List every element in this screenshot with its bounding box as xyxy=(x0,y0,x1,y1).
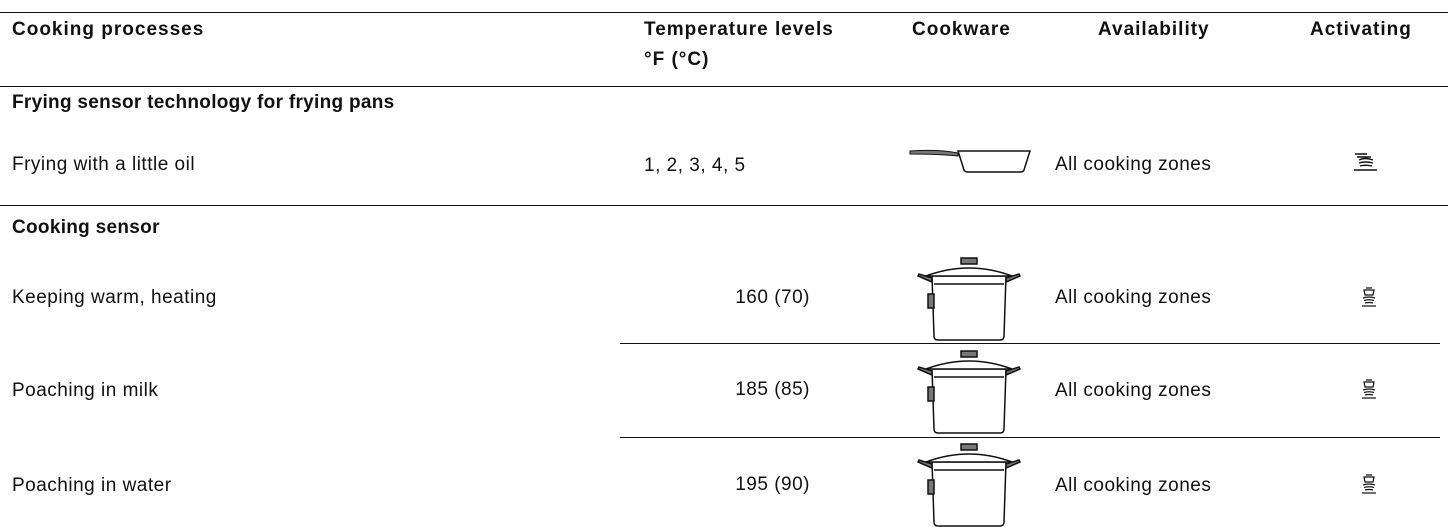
rule xyxy=(0,12,1448,13)
process: Poaching in milk xyxy=(12,380,159,401)
rule xyxy=(0,86,1448,87)
availability: All cooking zones xyxy=(1055,287,1212,308)
process: Keeping warm, heating xyxy=(12,287,217,308)
column-header: Activating xyxy=(1310,19,1412,40)
process: Frying with a little oil xyxy=(12,154,196,175)
temperature: 1, 2, 3, 4, 5 xyxy=(644,155,746,176)
cooking-sensor-icon xyxy=(1361,474,1377,494)
cooking-sensor-icon xyxy=(1361,379,1377,399)
rule xyxy=(620,343,1440,344)
pot-icon xyxy=(917,350,1021,434)
column-header: Availability xyxy=(1098,19,1210,40)
column-unit: °F (°C) xyxy=(644,49,710,70)
cooking-sensor-icon xyxy=(1361,287,1377,307)
pot-icon xyxy=(917,257,1021,341)
availability: All cooking zones xyxy=(1055,475,1212,496)
pot-icon xyxy=(917,443,1021,527)
frying-pan-icon xyxy=(909,149,1032,173)
process: Poaching in water xyxy=(12,475,172,496)
temperature: 195 (90) xyxy=(735,474,810,495)
temperature: 185 (85) xyxy=(735,379,810,400)
section-title: Frying sensor technology for frying pans xyxy=(12,92,395,113)
section-title: Cooking sensor xyxy=(12,217,160,238)
temperature: 160 (70) xyxy=(735,287,810,308)
rule xyxy=(620,437,1440,438)
rule xyxy=(0,205,1448,206)
column-header: Cooking processes xyxy=(12,19,205,40)
column-header: Cookware xyxy=(912,19,1011,40)
frying-sensor-icon xyxy=(1354,153,1377,171)
column-header: Temperature levels xyxy=(644,19,834,40)
availability: All cooking zones xyxy=(1055,154,1212,175)
availability: All cooking zones xyxy=(1055,380,1212,401)
